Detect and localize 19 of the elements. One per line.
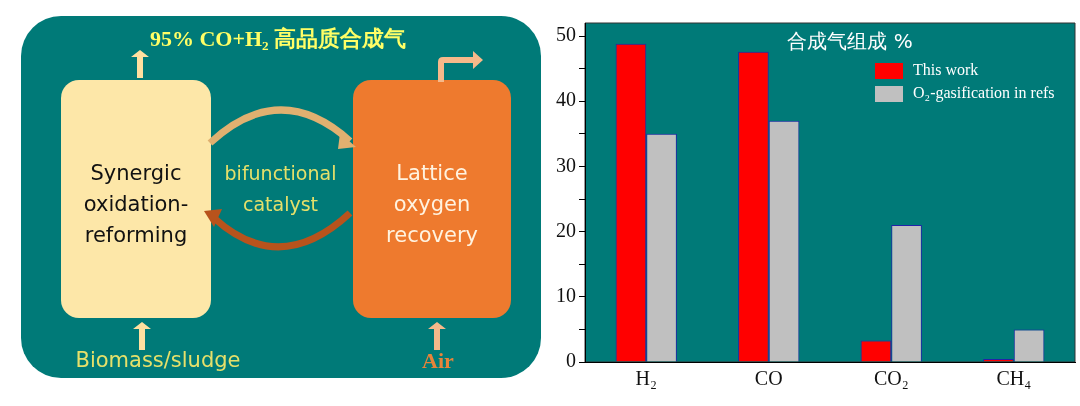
- text: Synergic oxidation-reforming: [82, 160, 190, 249]
- x-tick-label: CO: [754, 367, 783, 390]
- y-tick-label: 20: [556, 218, 576, 241]
- text: Air: [421, 348, 455, 374]
- y-tick-label: 0: [566, 349, 576, 372]
- legend-label: This work: [913, 61, 979, 79]
- chart-title: 合成气组成 %: [787, 29, 913, 54]
- text: bifunctional catalyst: [223, 161, 338, 217]
- x-tick-label: H₂: [635, 367, 657, 390]
- y-tick-label: 10: [556, 284, 576, 307]
- y-tick-label: 50: [556, 23, 576, 46]
- x-tick-label: CH₄: [996, 367, 1032, 390]
- text: 95% CO+H₂ 高品质合成气: [148, 25, 408, 53]
- y-tick-label: 30: [556, 153, 576, 176]
- y-tick-label: 40: [556, 88, 576, 111]
- x-tick-label: CO₂: [873, 367, 909, 390]
- text: Lattice oxygen recovery: [385, 160, 479, 249]
- legend-label: O₂-gasification in refs: [913, 84, 1055, 103]
- text: Biomass/sludge: [74, 348, 242, 372]
